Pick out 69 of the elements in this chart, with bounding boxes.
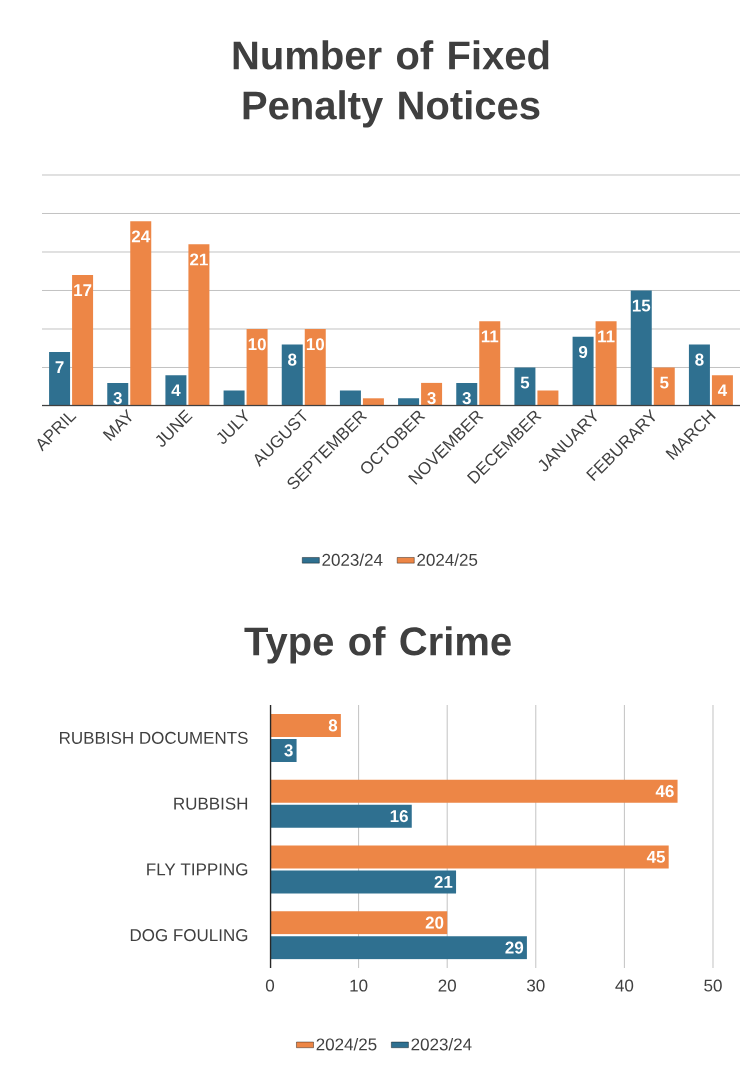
y-tick-label: DOG FOULING	[130, 929, 248, 942]
bar	[653, 367, 675, 406]
data-label: 8	[328, 719, 338, 732]
bar	[304, 329, 326, 406]
data-label: 7	[55, 361, 64, 373]
chart-title: Number of Fixed Penalty Notices	[233, 40, 549, 128]
x-tick-label: 20	[438, 979, 456, 992]
bar	[362, 398, 384, 406]
data-label: 9	[578, 345, 588, 358]
bar	[130, 221, 152, 406]
bar	[281, 344, 303, 406]
data-label: 5	[660, 376, 669, 389]
data-label: 3	[427, 392, 436, 405]
bar	[479, 321, 501, 406]
bar	[270, 936, 527, 960]
bar	[572, 336, 594, 406]
bar	[188, 244, 210, 406]
data-label: 8	[288, 353, 297, 366]
data-label: 21	[190, 253, 208, 266]
legend-label: 2024/25	[417, 553, 478, 566]
legend-label: 2023/24	[411, 1037, 472, 1051]
data-label: 3	[462, 392, 471, 405]
data-label: 15	[632, 299, 651, 312]
y-tick-label: RUBBISH DOCUMENTS	[60, 731, 248, 744]
bar	[270, 845, 669, 869]
data-label: 3	[284, 744, 293, 757]
data-label: 4	[171, 384, 181, 397]
data-label: 45	[646, 850, 666, 863]
bar	[270, 870, 457, 894]
bar	[595, 321, 617, 406]
data-label: 11	[598, 330, 615, 343]
data-label: 17	[74, 284, 92, 296]
bar	[398, 398, 420, 406]
y-tick-label: RUBBISH	[174, 797, 248, 810]
data-label: 5	[520, 376, 530, 389]
bar	[246, 329, 268, 406]
legend-label: 2023/24	[322, 553, 383, 566]
x-tick-label: 50	[704, 979, 722, 992]
data-label: 8	[695, 353, 704, 366]
bar	[537, 390, 559, 406]
y-tick-label: FLY TIPPING	[147, 863, 248, 876]
data-label: 21	[434, 875, 453, 888]
data-label: 16	[390, 810, 408, 823]
bar	[630, 290, 652, 406]
bar	[514, 367, 536, 406]
bar	[270, 713, 341, 737]
data-label: 29	[505, 941, 524, 954]
data-label: 24	[131, 230, 151, 243]
data-label: 3	[113, 392, 122, 405]
bar	[270, 804, 412, 828]
bar	[688, 344, 710, 406]
x-tick-label: 10	[350, 979, 368, 992]
legend-label: 2024/25	[316, 1037, 377, 1051]
x-tick-label: 30	[526, 979, 545, 992]
bar	[49, 352, 71, 406]
bar	[270, 779, 678, 803]
data-label: 4	[717, 384, 728, 397]
x-tick-label: 0	[265, 979, 275, 992]
x-tick-label: 40	[615, 979, 634, 992]
data-label: 10	[306, 338, 324, 351]
data-label: 10	[248, 338, 266, 351]
chart-title: Type of Crime	[244, 626, 511, 664]
bar	[223, 390, 245, 406]
data-label: 46	[655, 785, 674, 798]
bar	[339, 390, 361, 406]
data-label: 11	[481, 330, 499, 343]
bar	[270, 911, 448, 935]
bar	[72, 275, 94, 406]
data-label: 20	[425, 916, 444, 929]
